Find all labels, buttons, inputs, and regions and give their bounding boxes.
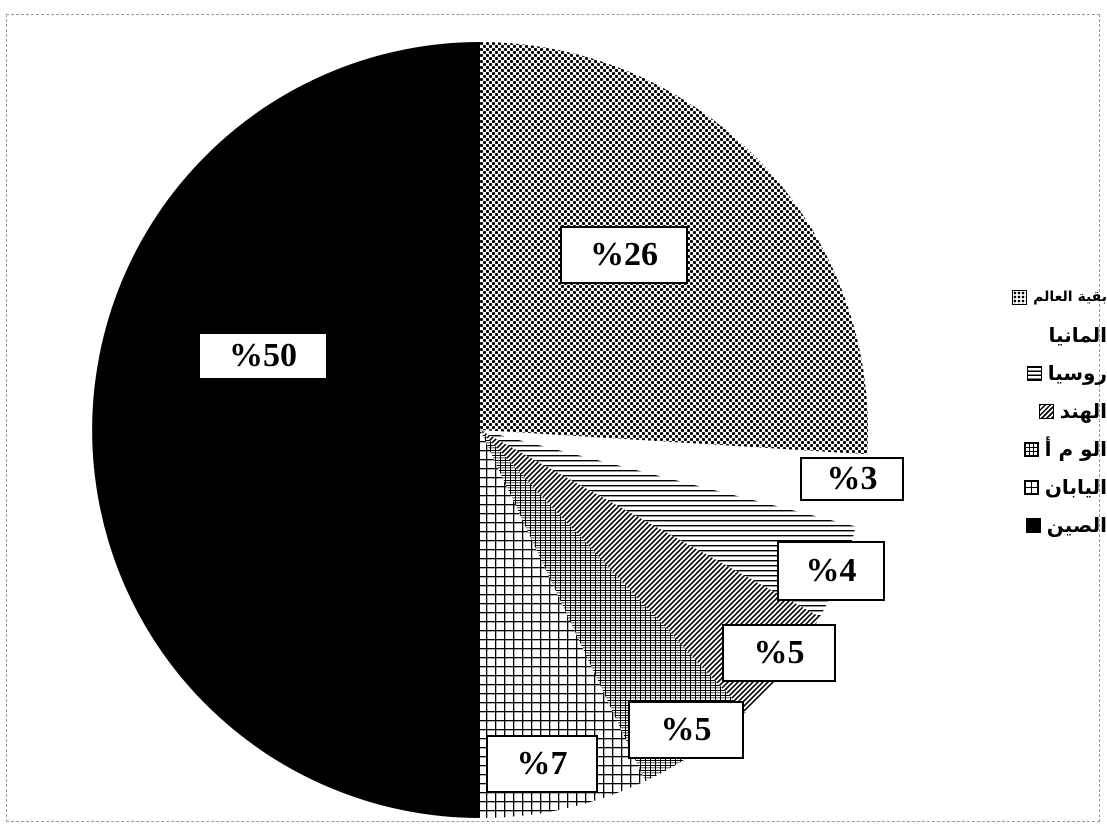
legend-item-germany: المانيا	[979, 316, 1107, 354]
pct-label-4: %5	[628, 701, 744, 759]
legend-swatch-white	[1027, 327, 1043, 343]
pie-slice-6	[92, 42, 480, 818]
legend-item-india: الهند	[979, 392, 1107, 430]
pct-label-2: %4	[777, 541, 885, 601]
legend-label: الهند	[1059, 399, 1107, 423]
pct-label-0: %26	[560, 226, 688, 284]
chart-frame	[6, 14, 1100, 822]
pct-label-3: %5	[722, 624, 836, 682]
pie-slice-5	[480, 430, 646, 818]
pie-slice-2	[480, 430, 856, 617]
legend: بقية العالم المانيا روسيا الهند الو م أ …	[979, 278, 1107, 544]
legend-swatch-diag	[1038, 403, 1054, 419]
legend-swatch-hlines	[1026, 365, 1042, 381]
legend-swatch-grid	[1023, 479, 1039, 495]
pie-slice-4	[480, 430, 746, 782]
legend-item-usa: الو م أ	[979, 430, 1107, 468]
legend-label: بقية العالم	[1033, 289, 1107, 305]
legend-item-china: الصين	[979, 506, 1107, 544]
legend-label: المانيا	[1048, 323, 1107, 347]
legend-item-japan: اليابان	[979, 468, 1107, 506]
legend-item-russia: روسيا	[979, 354, 1107, 392]
legend-item-rest-of-world: بقية العالم	[979, 278, 1107, 316]
pct-label-6: %50	[198, 332, 328, 380]
legend-swatch-dense-grid	[1023, 441, 1039, 457]
pie-slice-1	[480, 430, 868, 527]
pct-label-1: %3	[800, 457, 904, 501]
pct-label-5: %7	[486, 735, 598, 793]
legend-swatch-solid	[1025, 517, 1041, 533]
legend-label: الو م أ	[1044, 437, 1107, 461]
legend-label: الصين	[1046, 513, 1107, 537]
legend-swatch-dots	[1012, 289, 1028, 305]
legend-label: روسيا	[1047, 361, 1107, 385]
legend-label: اليابان	[1044, 475, 1107, 499]
